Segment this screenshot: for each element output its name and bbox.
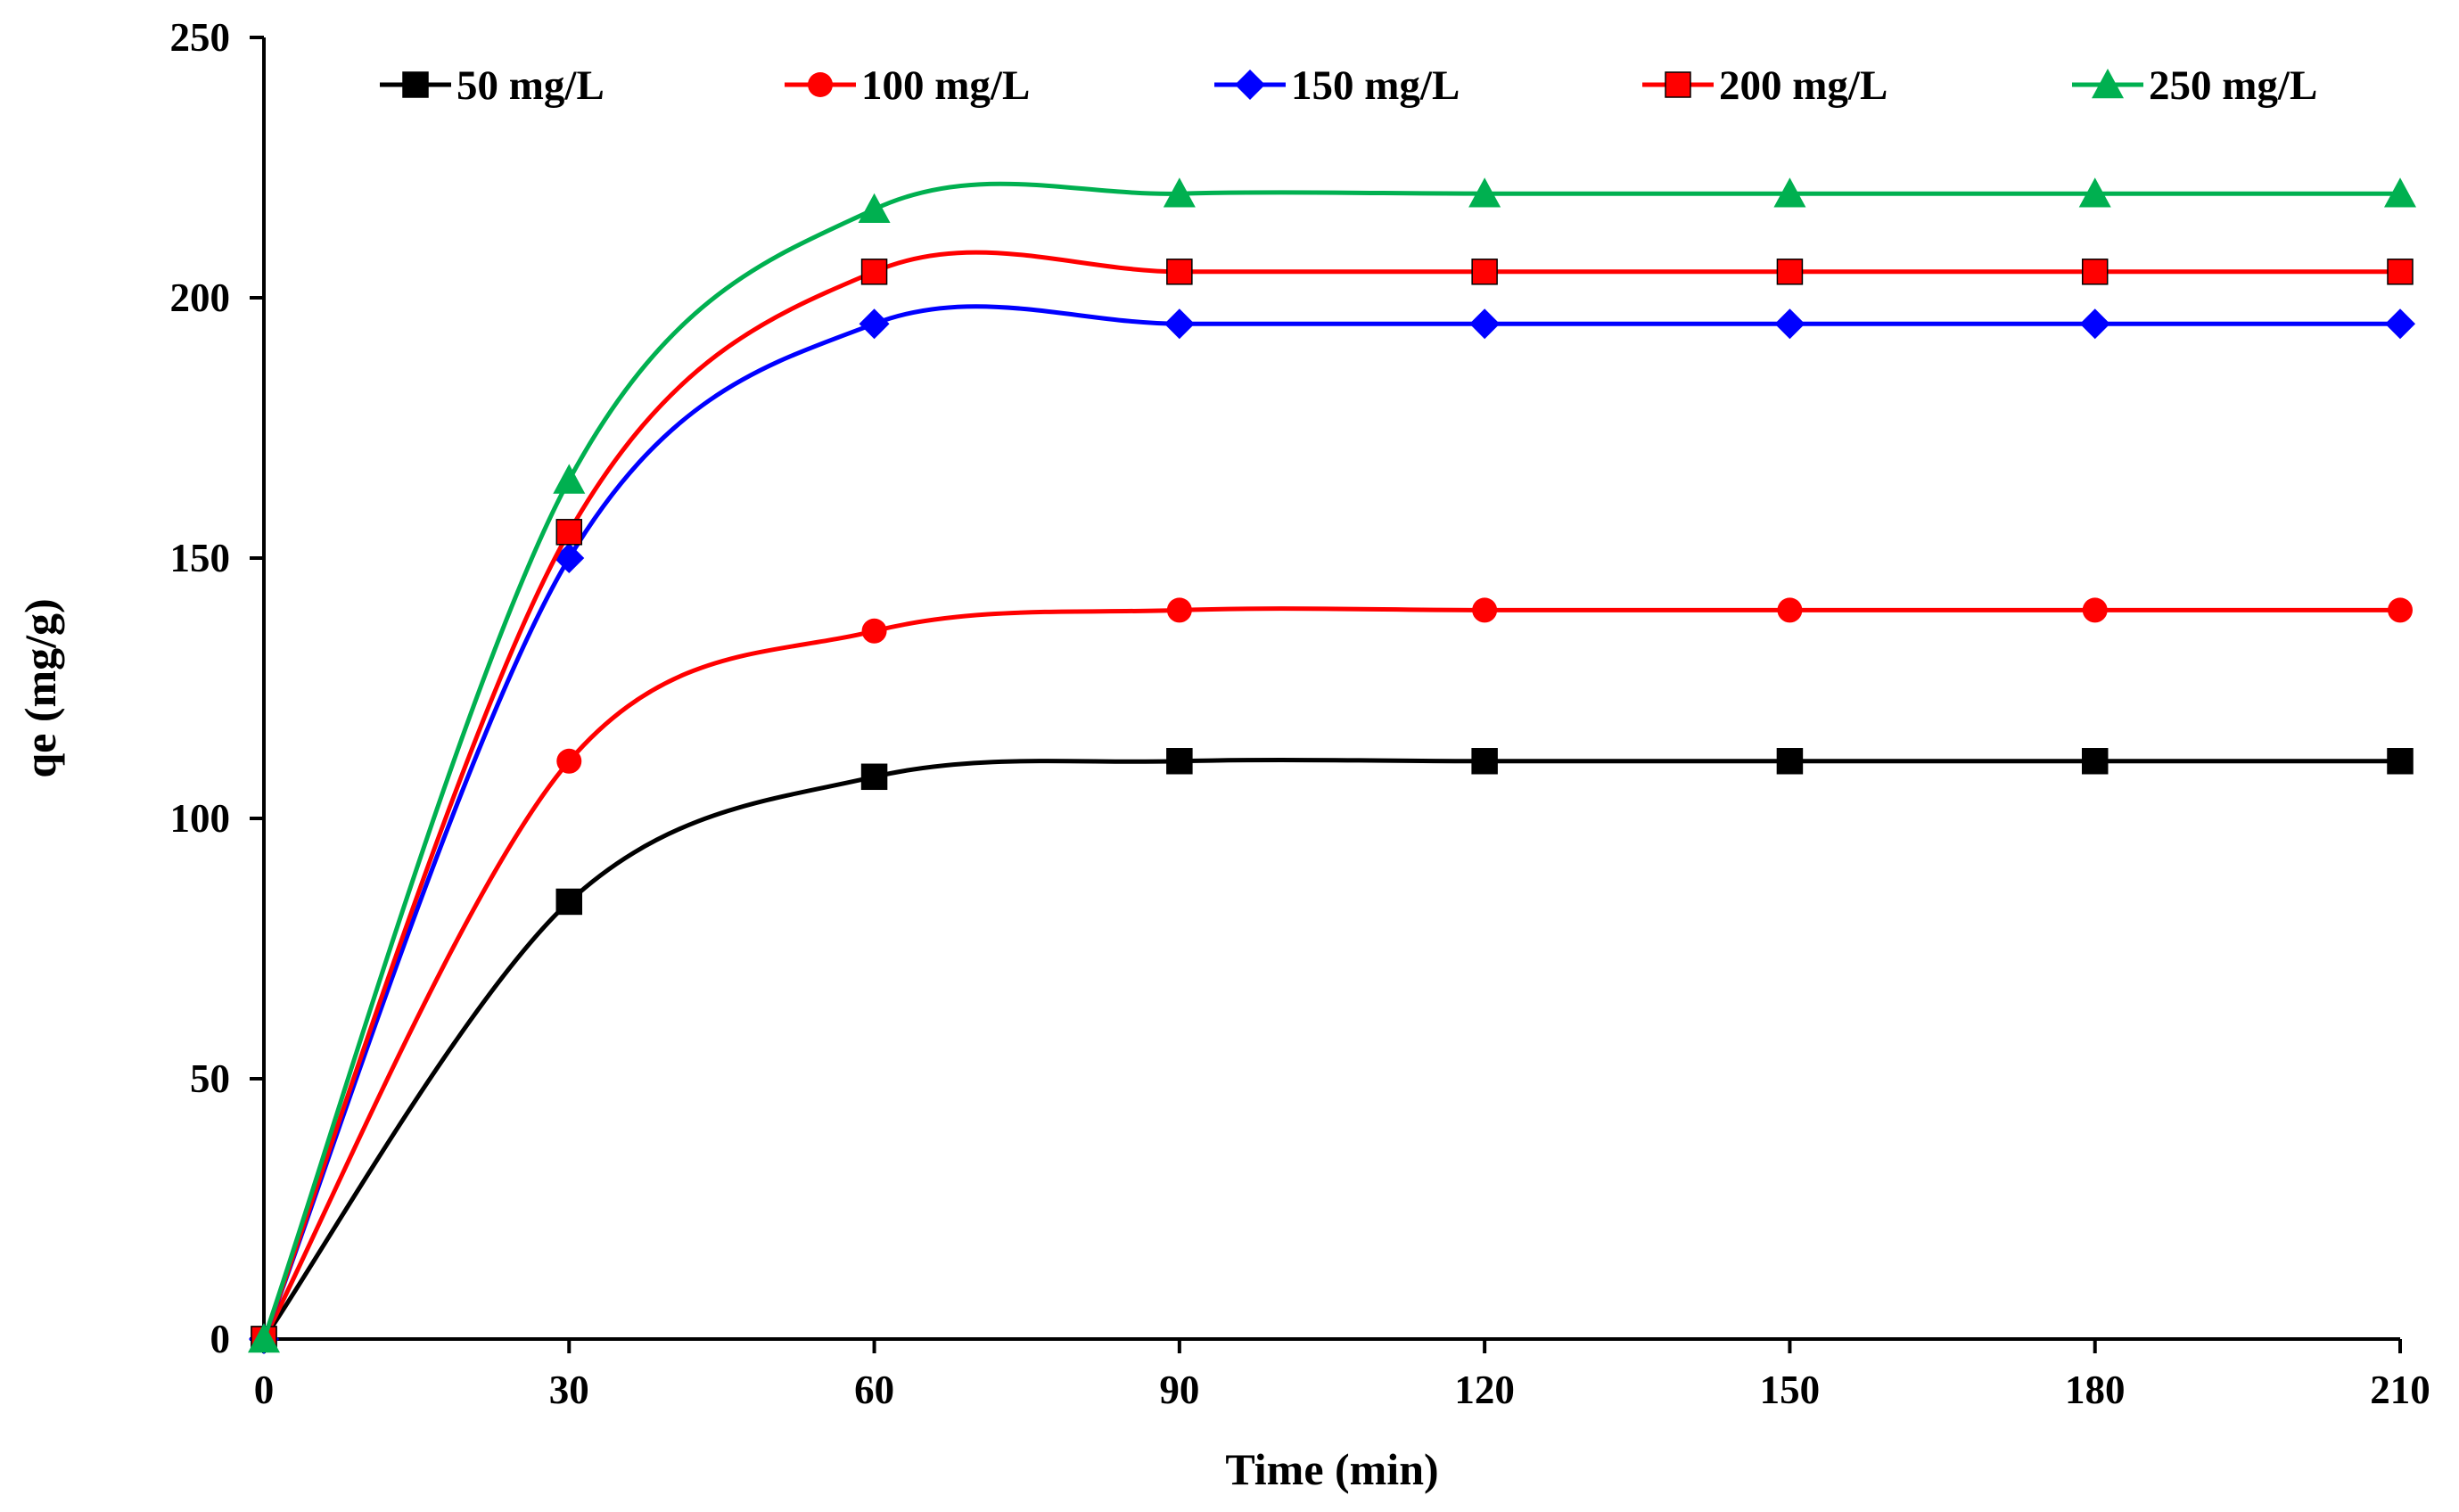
data-point <box>860 763 888 791</box>
y-tick-label: 200 <box>170 275 231 320</box>
data-point <box>1468 177 1501 208</box>
data-point <box>1471 259 1498 285</box>
data-point <box>2387 748 2414 775</box>
series-line <box>261 757 2400 1341</box>
x-tick-label: 150 <box>1760 1368 1821 1412</box>
legend-item: 250 mg/L <box>2072 62 2317 109</box>
y-tick-label: 50 <box>190 1056 230 1101</box>
y-axis-title: qe (mg/g) <box>15 598 65 777</box>
legend-marker <box>1235 70 1265 100</box>
axes: 0 30 60 90 120 150 180 210 0 50 100 150 200 250 <box>170 15 2430 1412</box>
data-point <box>1471 748 1498 775</box>
legend-label: 150 mg/L <box>1291 62 1460 109</box>
data-point <box>2388 597 2413 623</box>
x-tick-label: 30 <box>549 1368 589 1412</box>
data-point <box>556 748 582 774</box>
series-3 <box>249 304 2415 1354</box>
legend-item: 150 mg/L <box>1214 62 1460 109</box>
x-axis-title: Time (min) <box>1225 1444 1438 1494</box>
legend-item: 50 mg/L <box>380 62 604 109</box>
data-point <box>1166 748 1193 775</box>
data-point <box>2082 597 2108 623</box>
series-layer <box>248 177 2416 1354</box>
x-tick-label: 0 <box>254 1368 275 1412</box>
legend-item: 100 mg/L <box>785 62 1030 109</box>
legend-label: 50 mg/L <box>456 62 604 109</box>
series-line <box>261 606 2400 1341</box>
data-point <box>859 308 890 340</box>
data-point <box>554 543 585 573</box>
data-point <box>2387 259 2414 285</box>
y-tick-label: 250 <box>170 15 231 60</box>
legend-label: 200 mg/L <box>1719 62 1887 109</box>
data-point <box>1773 177 1806 208</box>
data-point <box>1472 597 1498 623</box>
series-4 <box>251 250 2414 1352</box>
legend-marker <box>1665 71 1691 98</box>
legend-label: 100 mg/L <box>861 62 1030 109</box>
data-point <box>553 464 586 494</box>
legend-marker <box>402 71 429 98</box>
x-tick-label: 180 <box>2065 1368 2126 1412</box>
data-point <box>2384 177 2416 208</box>
legend: 50 mg/L 100 mg/L 150 mg/L 200 mg/L 250 mg/L <box>380 62 2317 109</box>
x-tick-label: 90 <box>1159 1368 1199 1412</box>
data-point <box>1774 308 1805 340</box>
data-point <box>2081 748 2109 775</box>
data-point <box>1164 308 1195 340</box>
data-point <box>1166 597 1192 623</box>
x-tick-label: 210 <box>2370 1368 2430 1412</box>
data-point <box>248 1323 280 1353</box>
data-point <box>555 888 583 916</box>
series-line <box>261 250 2400 1340</box>
series-5 <box>248 177 2416 1353</box>
data-point <box>1776 259 1804 285</box>
data-point <box>1777 597 1803 623</box>
data-point <box>1469 308 1501 340</box>
legend-label: 250 mg/L <box>2149 62 2317 109</box>
data-point <box>1166 259 1193 285</box>
y-tick-label: 0 <box>210 1317 231 1361</box>
data-point <box>555 519 583 546</box>
x-tick-label: 120 <box>1454 1368 1515 1412</box>
x-tick-label: 60 <box>854 1368 894 1412</box>
series-2 <box>251 597 2413 1352</box>
data-point <box>858 193 891 224</box>
data-point <box>1163 177 1196 208</box>
legend-item: 200 mg/L <box>1642 62 1887 109</box>
data-point <box>861 618 887 644</box>
y-tick-label: 150 <box>170 536 231 580</box>
series-1 <box>251 748 2414 1352</box>
legend-marker <box>2092 69 2124 99</box>
series-line <box>261 304 2400 1340</box>
data-point <box>1776 748 1804 775</box>
data-point <box>2079 308 2110 340</box>
data-point <box>2078 177 2111 208</box>
y-tick-label: 100 <box>170 796 231 841</box>
data-point <box>2385 308 2415 340</box>
data-point <box>860 259 888 285</box>
legend-marker <box>808 72 833 97</box>
data-point <box>2081 259 2109 285</box>
